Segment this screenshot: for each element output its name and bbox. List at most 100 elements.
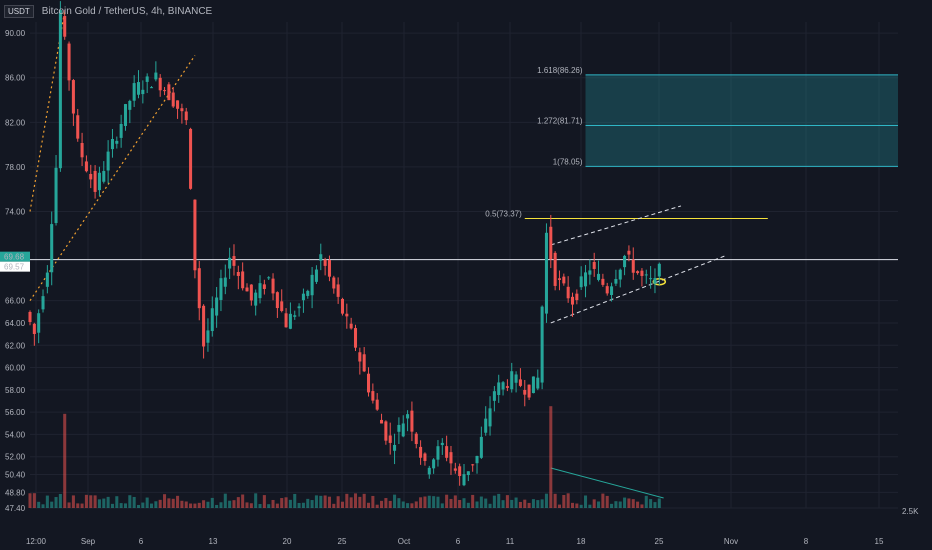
candle-body <box>414 433 418 444</box>
symbol-title: Bitcoin Gold / TetherUS, 4h, BINANCE <box>41 5 213 17</box>
y-tick-label: 56.00 <box>5 408 26 417</box>
volume-bar <box>432 496 436 508</box>
volume-bar <box>475 501 479 508</box>
candle-body <box>280 301 284 311</box>
volume-bar <box>110 503 114 508</box>
volume-bar <box>71 495 75 508</box>
volume-bar <box>518 501 522 508</box>
volume-bar <box>336 496 340 508</box>
candle-body <box>388 435 392 443</box>
volume-bar <box>605 495 609 508</box>
volume-bar <box>401 501 405 508</box>
candle-body <box>63 15 67 37</box>
candle-body <box>93 170 97 192</box>
candle-body <box>562 276 566 284</box>
x-tick-label: 15 <box>875 537 884 546</box>
candle-body <box>158 77 162 91</box>
volume-bar <box>579 504 583 508</box>
channel-lower <box>550 255 725 324</box>
volume-bar <box>123 503 127 508</box>
candle-body <box>471 464 475 466</box>
volume-bar <box>171 498 175 508</box>
y-tick-label: 60.00 <box>5 364 26 373</box>
volume-bar <box>618 501 622 508</box>
volume-bar <box>544 493 548 508</box>
volume-bar <box>45 495 49 508</box>
volume-bar <box>306 498 310 508</box>
candle-body <box>115 140 119 144</box>
volume-bar <box>223 493 227 508</box>
volume-bar <box>262 495 266 508</box>
candle-body <box>228 257 232 269</box>
chart-header: USDT Bitcoin Gold / TetherUS, 4h, BINANC… <box>0 0 932 22</box>
candle-body <box>601 278 605 285</box>
volume-bar <box>471 494 475 508</box>
candle-body <box>319 254 323 261</box>
candle-body <box>215 297 219 316</box>
volume-bar <box>345 493 349 508</box>
volume-bar <box>32 493 36 508</box>
candle-body <box>575 293 579 301</box>
y-tick-label: 90.00 <box>5 29 26 38</box>
candle-body <box>136 82 141 95</box>
candle-body <box>649 278 653 280</box>
volume-bar <box>288 499 292 508</box>
volume-bar <box>597 501 601 508</box>
volume-bar <box>136 504 141 508</box>
candle-body <box>163 90 167 92</box>
volume-bar <box>631 499 635 508</box>
candle-body <box>380 419 384 424</box>
volume-bar <box>584 495 588 508</box>
candle-body <box>145 76 149 82</box>
volume-bar <box>63 413 67 508</box>
volume-bar <box>271 499 275 508</box>
x-tick-label: Nov <box>724 537 738 546</box>
volume-bar <box>536 500 540 508</box>
candle-body <box>579 276 583 288</box>
volume-bar <box>375 504 379 508</box>
quote-badge[interactable]: USDT <box>4 4 34 18</box>
candle-body <box>332 277 336 289</box>
volume-bar <box>367 502 371 508</box>
volume-bar <box>54 497 58 508</box>
volume-bar <box>349 497 353 508</box>
candle-body <box>618 269 622 280</box>
y-tick-label: 48.80 <box>5 488 26 497</box>
candle-body <box>97 172 101 191</box>
volume-bar <box>466 502 470 508</box>
volume-bar <box>570 502 575 508</box>
candle-body <box>150 87 154 89</box>
candle-body <box>384 421 388 441</box>
candle-body <box>644 274 648 276</box>
candle-body <box>553 252 557 286</box>
x-tick-label: 20 <box>283 537 292 546</box>
candle-body <box>458 466 462 477</box>
candle-body <box>293 315 297 317</box>
volume-bar <box>540 499 544 508</box>
volume-bar <box>189 503 193 508</box>
price-axis: 90.00 86.00 82.00 78.00 74.00 66.00 64.00 62.00… <box>0 29 919 516</box>
trendline <box>29 10 66 212</box>
candle-body <box>653 278 657 284</box>
volume-bar <box>154 501 158 508</box>
candle-body <box>549 226 553 260</box>
fib-label: 1.272(81.71) <box>537 117 583 126</box>
candle-body <box>432 459 436 469</box>
candle-body <box>479 436 483 458</box>
volume-bar <box>102 498 106 508</box>
candle-body <box>340 298 344 314</box>
volume-bar <box>150 503 154 508</box>
candle-body <box>531 376 535 394</box>
candle-body <box>631 259 635 273</box>
volume-bar <box>28 493 32 508</box>
candle-body <box>371 391 375 401</box>
volume-bar <box>623 497 627 508</box>
volume-bar <box>657 498 661 508</box>
volume-bar <box>93 495 97 508</box>
candles <box>28 1 661 487</box>
volume-bar <box>640 504 644 508</box>
candle-body <box>32 323 36 335</box>
volume-bar <box>388 500 392 508</box>
volume-bar <box>275 503 279 508</box>
